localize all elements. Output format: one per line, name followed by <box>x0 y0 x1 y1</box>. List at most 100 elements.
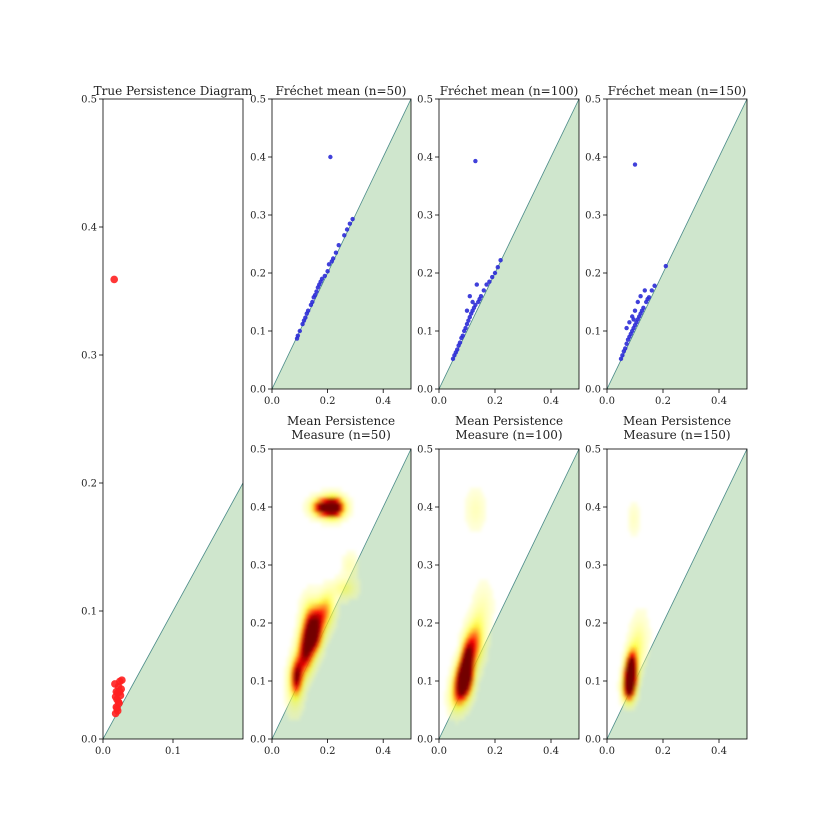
heatmap-cell <box>292 676 296 682</box>
heatmap-cell <box>309 516 312 523</box>
heatmap-cell <box>311 656 315 663</box>
heatmap-cell <box>628 627 631 634</box>
heatmap-cell <box>322 652 326 658</box>
heatmap-cell <box>339 502 343 508</box>
heatmap-cell <box>483 507 487 513</box>
heatmap-cell <box>474 502 477 508</box>
heatmap-cell <box>453 714 456 721</box>
heatmap-cell <box>339 492 343 498</box>
heatmap-cell <box>630 637 634 643</box>
heatmap-cell <box>336 516 340 523</box>
heatmap-cell <box>304 627 308 634</box>
data-point <box>631 317 636 322</box>
heatmap-cell <box>618 700 622 706</box>
heatmap-cell <box>481 598 484 605</box>
heatmap-cell <box>467 637 470 643</box>
heatmap-cell <box>309 642 312 648</box>
heatmap-cell <box>639 656 643 663</box>
heatmap-cell <box>313 647 317 653</box>
heatmap-cell <box>644 661 648 668</box>
heatmap-cell <box>625 690 629 697</box>
heatmap-cell <box>467 502 470 508</box>
heatmap-cell <box>304 666 308 672</box>
heatmap-cell <box>341 584 345 590</box>
heatmap-cell <box>311 507 315 513</box>
heatmap-cell <box>290 671 294 677</box>
heatmap-cell <box>485 613 489 619</box>
heatmap-cell <box>481 579 484 585</box>
heatmap-cell <box>632 618 636 624</box>
heatmap-cell <box>332 511 336 518</box>
y-tick-label: 0.2 <box>81 479 97 490</box>
heatmap-cell <box>318 656 322 663</box>
heatmap-cell <box>348 574 352 581</box>
heatmap-cell <box>304 661 308 668</box>
heatmap-cell <box>637 608 641 614</box>
heatmap-cell <box>446 685 449 692</box>
heatmap-cell <box>628 661 631 668</box>
heatmap-cell <box>460 671 463 677</box>
heatmap-cell <box>455 656 459 663</box>
heatmap-cell <box>327 613 331 619</box>
heatmap-cell <box>316 511 319 518</box>
heatmap-cell <box>646 637 650 643</box>
heatmap-cell <box>455 681 459 687</box>
heatmap-cell <box>334 521 338 527</box>
heatmap-cell <box>306 661 310 668</box>
heatmap-cell <box>311 511 315 518</box>
heatmap-cell <box>474 589 477 595</box>
heatmap-cell <box>299 656 303 663</box>
heatmap-cell <box>288 652 292 658</box>
heatmap-cell <box>327 521 331 527</box>
heatmap-cell <box>623 695 627 701</box>
heatmap-cell <box>467 511 470 518</box>
heatmap-cell <box>625 671 629 677</box>
heatmap-cell <box>476 656 480 663</box>
heatmap-cell <box>320 618 324 624</box>
heatmap-cell <box>635 608 638 614</box>
heatmap-cell <box>450 700 454 706</box>
heatmap-cell <box>311 637 315 643</box>
heatmap-cell <box>313 584 317 590</box>
heatmap-cell <box>469 676 473 682</box>
heatmap-cell <box>341 511 345 518</box>
heatmap-cell <box>485 579 489 585</box>
heatmap-cell <box>292 671 296 677</box>
heatmap-cell <box>476 647 480 653</box>
heatmap-cell <box>474 671 477 677</box>
heatmap-cell <box>637 521 641 527</box>
heatmap-cell <box>290 647 294 653</box>
heatmap-cell <box>316 502 319 508</box>
heatmap-cell <box>464 642 468 648</box>
heatmap-cell <box>639 627 643 634</box>
heatmap-cell <box>625 637 629 643</box>
heatmap-cell <box>467 507 470 513</box>
data-point <box>325 269 330 274</box>
heatmap-cell <box>446 695 449 701</box>
heatmap-cell <box>464 666 468 672</box>
heatmap-cell <box>327 608 331 614</box>
heatmap-cell <box>334 613 338 619</box>
heatmap-cell <box>453 690 456 697</box>
heatmap-cell <box>481 656 484 663</box>
heatmap-cell <box>322 594 326 600</box>
heatmap-cell <box>302 598 306 605</box>
heatmap-cell <box>313 671 317 677</box>
heatmap-cell <box>325 613 329 619</box>
heatmap-cell <box>304 502 308 508</box>
heatmap-cell <box>309 618 312 624</box>
heatmap-cell <box>474 618 477 624</box>
heatmap-cell <box>327 623 331 629</box>
heatmap-cell <box>476 613 480 619</box>
heatmap-cell <box>304 632 308 639</box>
heatmap-cell <box>320 497 324 503</box>
heatmap-cell <box>329 618 333 624</box>
heatmap-cell <box>450 661 454 668</box>
heatmap-cell <box>334 618 338 624</box>
heatmap-cell <box>309 502 312 508</box>
heatmap-cell <box>348 584 352 590</box>
heatmap-cell <box>283 685 287 692</box>
heatmap-cell <box>642 632 645 639</box>
heatmap-cell <box>297 666 301 672</box>
diagonal-line <box>607 99 747 389</box>
